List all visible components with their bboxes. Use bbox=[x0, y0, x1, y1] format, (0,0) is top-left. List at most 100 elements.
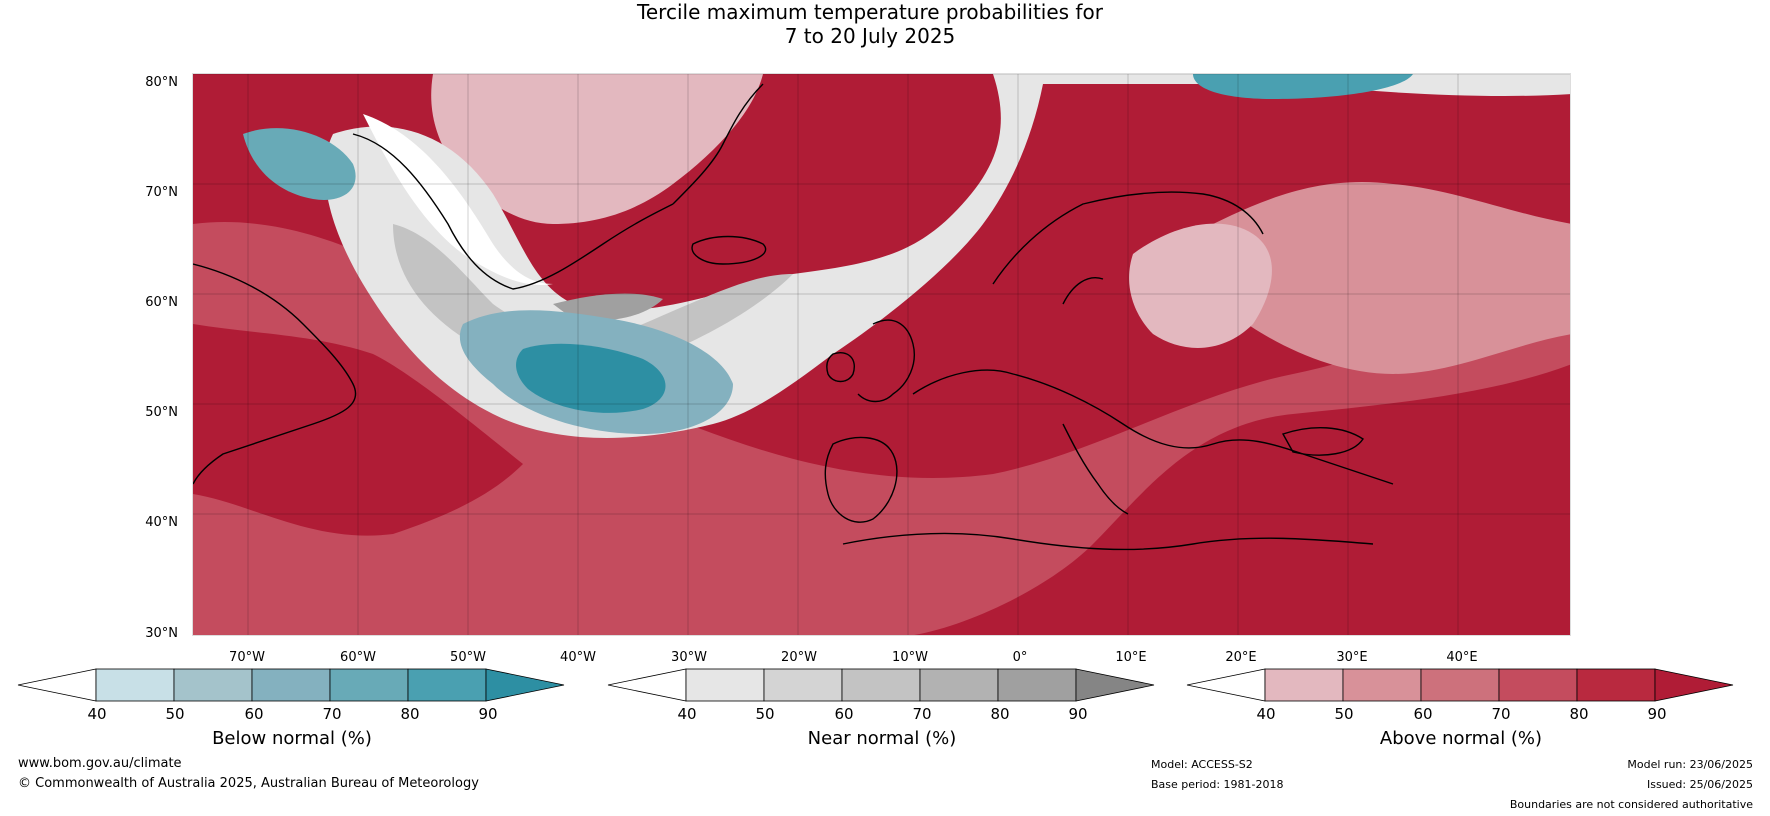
cb-below-tick-70: 70 bbox=[322, 705, 342, 723]
footer-model: Model: ACCESS-S2 bbox=[1151, 758, 1253, 771]
lon-label-40e: 40°E bbox=[1446, 650, 1478, 665]
lon-label-30w: 30°W bbox=[671, 650, 707, 665]
cb-below-tick-50: 50 bbox=[165, 705, 185, 723]
lon-label-50w: 50°W bbox=[450, 650, 486, 665]
footer-disclaimer: Boundaries are not considered authoritat… bbox=[1509, 798, 1753, 811]
iceland-coast bbox=[691, 235, 767, 265]
cb-above-tick-90: 90 bbox=[1647, 705, 1667, 723]
white-greenland-gap bbox=[363, 114, 553, 285]
cb-below-tick-60: 60 bbox=[244, 705, 264, 723]
footer-website: www.bom.gov.au/climate bbox=[18, 756, 182, 771]
title-line-2: 7 to 20 July 2025 bbox=[784, 24, 956, 48]
cb-near-tick-90: 90 bbox=[1068, 705, 1088, 723]
lon-label-40w: 40°W bbox=[560, 650, 596, 665]
colorbar-right-extend bbox=[1075, 668, 1155, 702]
lon-label-60w: 60°W bbox=[340, 650, 376, 665]
lon-label-10w: 10°W bbox=[892, 650, 928, 665]
lat-label-50n: 50°N bbox=[145, 405, 178, 420]
colorbar-segment bbox=[251, 668, 331, 702]
colorbar-left-extend bbox=[607, 668, 687, 702]
above-normal-50-band bbox=[1190, 182, 1570, 374]
cb-above-tick-50: 50 bbox=[1334, 705, 1354, 723]
cb-above-tick-70: 70 bbox=[1491, 705, 1511, 723]
lon-label-10e: 10°E bbox=[1115, 650, 1147, 665]
cb-below-tick-90: 90 bbox=[478, 705, 498, 723]
colorbar-below-svg bbox=[17, 668, 565, 702]
colorbar-right-extend bbox=[485, 668, 565, 702]
chart-title: Tercile maximum temperature probabilitie… bbox=[0, 0, 1770, 48]
cb-near-tick-40: 40 bbox=[677, 705, 697, 723]
lat-label-70n: 70°N bbox=[145, 185, 178, 200]
colorbar-segment bbox=[763, 668, 843, 702]
colorbar-near-svg bbox=[607, 668, 1155, 702]
above-normal-60-band bbox=[193, 222, 1570, 635]
footer-model-run: Model run: 23/06/2025 bbox=[1627, 758, 1753, 771]
cb-near-tick-50: 50 bbox=[755, 705, 775, 723]
colorbar-left-extend bbox=[17, 668, 97, 702]
black-sea-coast bbox=[1281, 426, 1364, 456]
colorbar-segment bbox=[685, 668, 765, 702]
below-normal-arctic bbox=[1193, 74, 1413, 99]
europe-coast bbox=[912, 369, 1394, 485]
lat-label-80n: 80°N bbox=[145, 75, 178, 90]
colorbar-segment bbox=[407, 668, 487, 702]
colorbar-segment bbox=[1420, 668, 1500, 702]
north-africa-coast bbox=[842, 532, 1374, 551]
coastlines bbox=[193, 83, 1394, 551]
cb-near-title: Near normal (%) bbox=[807, 728, 957, 749]
lon-label-30e: 30°E bbox=[1336, 650, 1368, 665]
footer-issued: Issued: 25/06/2025 bbox=[1646, 778, 1753, 791]
cb-near-tick-60: 60 bbox=[834, 705, 854, 723]
greenland-east-coast bbox=[672, 83, 764, 205]
iberia-coast bbox=[824, 436, 898, 523]
cb-above-tick-60: 60 bbox=[1413, 705, 1433, 723]
cb-near-tick-70: 70 bbox=[912, 705, 932, 723]
graticule bbox=[193, 74, 1570, 635]
colorbar-above-normal bbox=[1186, 668, 1735, 702]
above-normal-40-zone bbox=[431, 74, 763, 224]
colorbar-segment bbox=[1576, 668, 1656, 702]
below-normal-core bbox=[516, 343, 666, 413]
lon-label-70w: 70°W bbox=[229, 650, 265, 665]
colorbar-right-extend bbox=[1654, 668, 1734, 702]
colorbar-segment bbox=[1264, 668, 1344, 702]
cb-below-tick-80: 80 bbox=[400, 705, 420, 723]
cb-below-title: Below normal (%) bbox=[212, 728, 372, 749]
lon-label-0: 0° bbox=[1012, 650, 1028, 665]
colorbar-segment bbox=[95, 668, 175, 702]
colorbar-segment bbox=[173, 668, 253, 702]
colorbar-segment bbox=[1498, 668, 1578, 702]
near-normal-core bbox=[553, 293, 663, 321]
canada-coast bbox=[193, 263, 357, 485]
colorbar-segment bbox=[997, 668, 1077, 702]
lon-label-20e: 20°E bbox=[1225, 650, 1257, 665]
footer-copyright: © Commonwealth of Australia 2025, Austra… bbox=[18, 776, 479, 791]
cb-above-tick-80: 80 bbox=[1569, 705, 1589, 723]
above-normal-40-scandinavia bbox=[1129, 223, 1272, 348]
map-canvas bbox=[193, 74, 1570, 635]
uk-ireland-coast bbox=[826, 319, 915, 403]
lon-label-20w: 20°W bbox=[781, 650, 817, 665]
cb-above-title: Above normal (%) bbox=[1379, 728, 1543, 749]
colorbar-above-svg bbox=[1186, 668, 1734, 702]
colorbar-below-normal bbox=[17, 668, 566, 702]
lat-label-40n: 40°N bbox=[145, 515, 178, 530]
footer-base-period: Base period: 1981-2018 bbox=[1151, 778, 1284, 791]
below-normal-labrador bbox=[243, 128, 356, 200]
cb-above-tick-40: 40 bbox=[1256, 705, 1276, 723]
probability-map bbox=[192, 73, 1571, 636]
colorbar-segment bbox=[329, 668, 409, 702]
colorbar-segment bbox=[1342, 668, 1422, 702]
colorbar-segment bbox=[919, 668, 999, 702]
colorbar-segment bbox=[841, 668, 921, 702]
title-line-1: Tercile maximum temperature probabilitie… bbox=[637, 0, 1103, 24]
greenland-coast bbox=[352, 133, 674, 290]
cb-below-tick-40: 40 bbox=[87, 705, 107, 723]
cb-near-tick-80: 80 bbox=[990, 705, 1010, 723]
italy-coast bbox=[1062, 423, 1129, 515]
scandinavia-coast bbox=[992, 191, 1264, 305]
colorbar-left-extend bbox=[1186, 668, 1266, 702]
colorbar-near-normal bbox=[607, 668, 1156, 702]
lat-label-30n: 30°N bbox=[145, 626, 178, 641]
lat-label-60n: 60°N bbox=[145, 295, 178, 310]
